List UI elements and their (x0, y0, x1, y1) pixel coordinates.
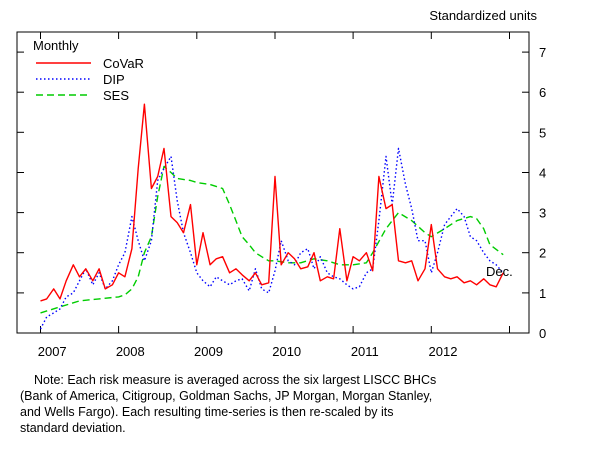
x-tick-label: 2010 (272, 344, 301, 359)
x-tick-label: 2009 (194, 344, 223, 359)
line-chart: Standardized units 2007 2008 2009 2010 2011 2… (16, 8, 546, 359)
y-tick-label: 4 (539, 166, 546, 181)
chart-note: Note: Each risk measure is averaged acro… (20, 372, 580, 436)
note-line: and Wells Fargo). Each resulting time-se… (20, 405, 394, 419)
x-tick-label: 2007 (38, 344, 67, 359)
x-axis-ticks: 2007 2008 2009 2010 2011 2012 (38, 32, 510, 359)
y-tick-label: 7 (539, 45, 546, 60)
legend-title: Monthly (33, 38, 79, 53)
dec-annotation: Dec. (486, 264, 513, 279)
legend-label-ses: SES (103, 88, 129, 103)
y-axis-ticks: 0 1 2 3 4 5 6 7 (17, 45, 546, 341)
x-tick-label: 2008 (116, 344, 145, 359)
x-tick-label: 2011 (351, 344, 379, 359)
y-tick-label: 5 (539, 125, 546, 140)
legend-label-covar: CoVaR (103, 56, 144, 71)
plot-frame (16, 31, 530, 334)
y-axis-unit-label: Standardized units (429, 8, 537, 23)
series-line-covar (40, 103, 504, 302)
series-line-ses (40, 165, 504, 314)
series-lines (39, 103, 504, 330)
y-tick-label: 0 (539, 326, 546, 341)
y-tick-label: 6 (539, 85, 546, 100)
legend-label-dip: DIP (103, 72, 125, 87)
x-tick-label: 2012 (429, 344, 458, 359)
note-line: (Bank of America, Citigroup, Goldman Sac… (20, 389, 433, 403)
series-line-dip (39, 147, 504, 330)
y-tick-label: 3 (539, 206, 546, 221)
y-tick-label: 2 (539, 246, 546, 261)
y-tick-label: 1 (539, 286, 546, 301)
legend: Monthly CoVaR DIP SES (33, 38, 144, 103)
note-line: standard deviation. (20, 421, 126, 435)
note-line: Note: Each risk measure is averaged acro… (34, 373, 437, 387)
